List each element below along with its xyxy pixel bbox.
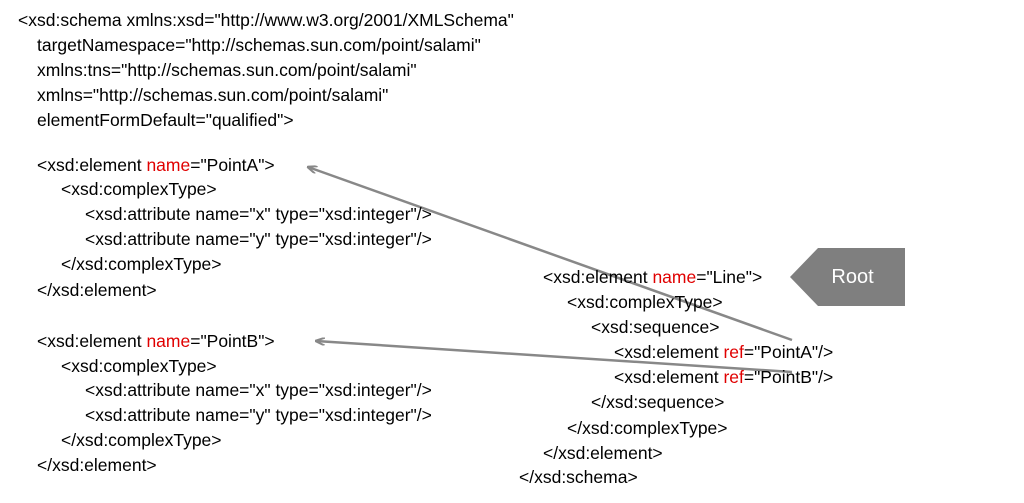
code-text: ="PointA"> <box>190 155 275 175</box>
code-line: <xsd:attribute name="x" type="xsd:intege… <box>85 380 432 400</box>
root-callout <box>790 248 905 306</box>
callout-label: Root <box>831 266 874 288</box>
keyword: name <box>146 155 191 175</box>
code-text: <xsd:element <box>543 267 653 287</box>
code-line: <xsd:element name="Line"> <box>543 265 762 289</box>
code-text: ="Line"> <box>696 267 763 287</box>
code-line: <xsd:element name="PointB"> <box>37 329 275 353</box>
code-line: <xsd:element name="PointA"> <box>37 153 275 177</box>
code-line: xmlns="http://schemas.sun.com/point/sala… <box>37 85 389 105</box>
ref-arrow-a <box>308 167 793 342</box>
code-text: <xsd:element <box>37 331 147 351</box>
code-line: <xsd:element ref="PointB"/> <box>614 365 833 389</box>
code-line: </xsd:schema> <box>519 467 638 487</box>
code-line: xmlns:tns="http://schemas.sun.com/point/… <box>37 60 417 80</box>
code-line: </xsd:complexType> <box>61 430 222 450</box>
code-text: <xsd:element <box>614 367 724 387</box>
keyword: name <box>652 267 697 287</box>
code-line: <xsd:attribute name="x" type="xsd:intege… <box>85 204 432 224</box>
code-line: <xsd:complexType> <box>567 292 723 312</box>
code-line: <xsd:complexType> <box>61 179 217 199</box>
keyword: name <box>146 331 191 351</box>
code-line: <xsd:attribute name="y" type="xsd:intege… <box>85 229 432 249</box>
code-line: <xsd:complexType> <box>61 356 217 376</box>
code-line: <xsd:element ref="PointA"/> <box>614 340 833 364</box>
code-line: </xsd:sequence> <box>591 392 725 412</box>
ref-arrow-b <box>316 341 793 374</box>
code-line: </xsd:element> <box>37 280 157 300</box>
code-line: </xsd:complexType> <box>61 254 222 274</box>
code-line: elementFormDefault="qualified"> <box>37 110 294 130</box>
code-text: <xsd:element <box>37 155 147 175</box>
code-line: </xsd:complexType> <box>567 418 728 438</box>
code-line: targetNamespace="http://schemas.sun.com/… <box>37 35 481 55</box>
code-line: </xsd:element> <box>543 443 663 463</box>
code-text: ="PointA"/> <box>743 342 834 362</box>
keyword: ref <box>723 342 744 362</box>
code-line: <xsd:schema xmlns:xsd="http://www.w3.org… <box>18 10 514 30</box>
code-line: <xsd:sequence> <box>591 317 720 337</box>
code-line: </xsd:element> <box>37 455 157 475</box>
code-text: <xsd:element <box>614 342 724 362</box>
code-text: ="PointB"> <box>190 331 275 351</box>
keyword: ref <box>723 367 744 387</box>
code-line: <xsd:attribute name="y" type="xsd:intege… <box>85 405 432 425</box>
code-text: ="PointB"/> <box>743 367 834 387</box>
